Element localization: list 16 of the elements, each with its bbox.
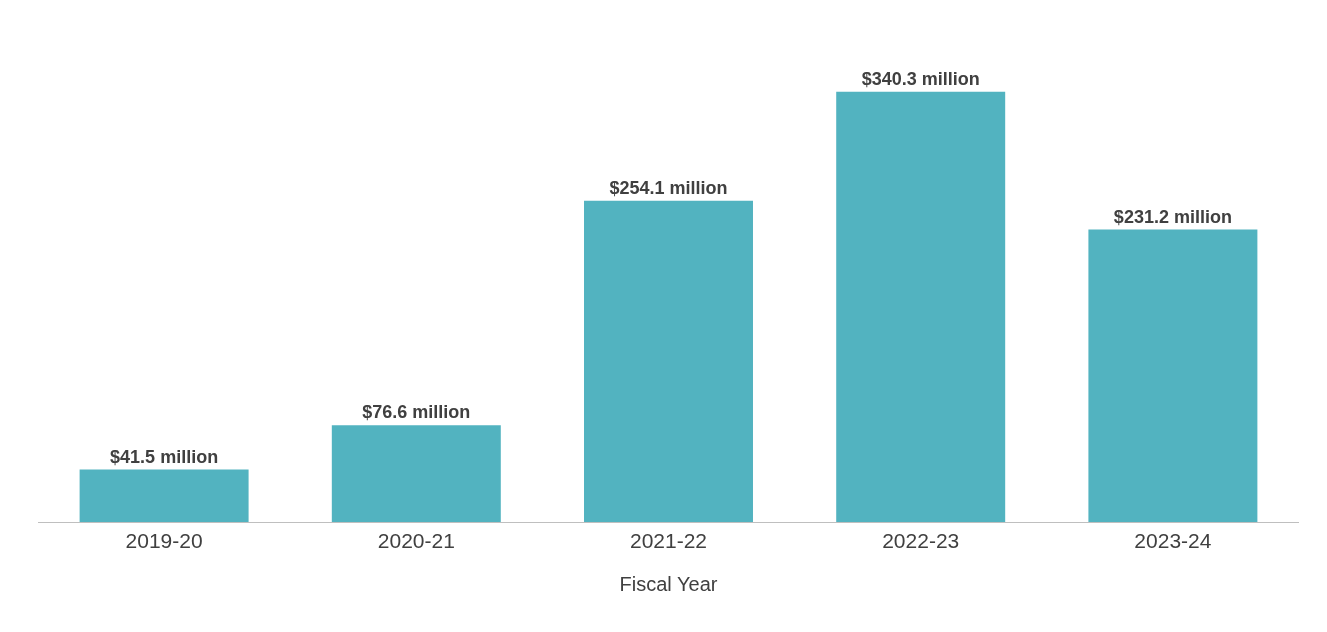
x-tick-label: 2020-21: [377, 529, 455, 553]
bar: [836, 91, 1006, 522]
bar: [1088, 229, 1258, 522]
data-label: $254.1 million: [609, 177, 728, 198]
x-tick-label: 2022-23: [882, 529, 960, 553]
data-label: $41.5 million: [110, 446, 219, 467]
bar: [79, 469, 249, 522]
x-axis-title: Fiscal Year: [619, 572, 718, 595]
data-label: $76.6 million: [362, 402, 471, 423]
x-tick-label: 2021-22: [629, 529, 708, 553]
bar: [584, 200, 753, 522]
data-label: $231.2 million: [1113, 206, 1232, 227]
x-tick-label: 2019-20: [125, 529, 203, 553]
x-tick-label: 2023-24: [1134, 529, 1212, 553]
bar: [331, 425, 501, 522]
data-label: $340.3 million: [861, 68, 980, 89]
